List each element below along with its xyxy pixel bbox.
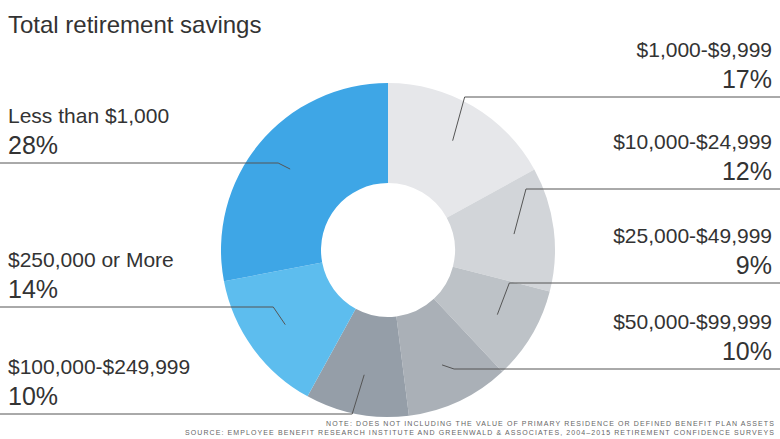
slice bbox=[224, 263, 356, 397]
category-label: $1,000-$9,999 bbox=[637, 38, 772, 61]
data-label: 10% bbox=[8, 382, 58, 410]
category-label: $25,000-$49,999 bbox=[613, 224, 772, 247]
data-label: 9% bbox=[736, 251, 772, 279]
category-label: $10,000-$24,999 bbox=[613, 130, 772, 153]
leader-line bbox=[0, 375, 364, 414]
chart: Total retirement savings $1,000-$9,999 17%… bbox=[0, 0, 780, 439]
slices bbox=[221, 83, 555, 417]
category-label: $100,000-$249,999 bbox=[8, 355, 190, 378]
leader-line bbox=[0, 307, 285, 325]
leader-line bbox=[0, 163, 290, 169]
category-label: $50,000-$99,999 bbox=[613, 310, 772, 333]
leader-line bbox=[442, 365, 780, 369]
data-label: 28% bbox=[8, 131, 58, 159]
data-label: 14% bbox=[8, 275, 58, 303]
slice bbox=[221, 83, 388, 281]
data-label: 17% bbox=[722, 65, 772, 93]
data-label: 12% bbox=[722, 157, 772, 185]
annotation: NOTE: DOES NOT INCLUDING THE VALUE OF PR… bbox=[326, 420, 775, 427]
annotation: SOURCE: EMPLOYEE BENEFIT RESEARCH INSTIT… bbox=[185, 429, 775, 436]
data-label: 10% bbox=[722, 337, 772, 365]
labels: $1,000-$9,999 17% $10,000-$24,999 12% $25,00… bbox=[0, 38, 780, 414]
category-label: Less than $1,000 bbox=[8, 104, 169, 127]
slice bbox=[396, 299, 502, 416]
title: Total retirement savings bbox=[8, 11, 261, 38]
category-label: $250,000 or More bbox=[8, 248, 174, 271]
